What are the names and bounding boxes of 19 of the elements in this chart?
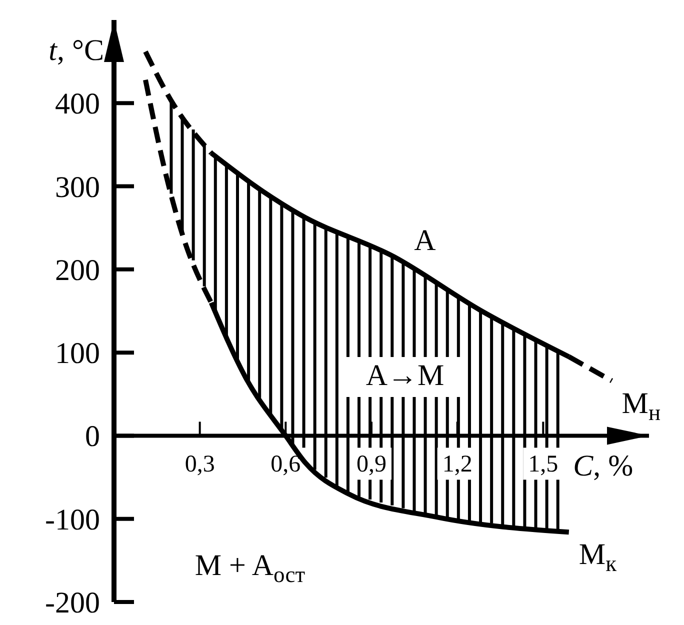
annotation: M + A$_{ост}$ [194,549,306,587]
y-tick-label: 100 [55,337,100,370]
y-tick-label: 300 [55,170,100,204]
x-tick-label: 0,3 [184,452,215,478]
y-tick-label: -200 [45,586,100,620]
series-label: M$_{к}$ [578,538,617,576]
annotation: A→M [366,359,444,392]
y-tick-label: 400 [55,88,100,121]
text: M$_{н}$ [622,386,661,425]
x-tick-label: 1,2 [442,452,472,478]
y-axis-title: t, °C [48,34,104,67]
y-tick-label: -100 [45,503,100,536]
annotation: A [414,224,436,257]
x-tick-label: 0,9 [356,452,386,478]
x-tick-label: 1,5 [528,452,558,478]
y-tick-label: 200 [55,254,100,287]
y-tick-label: 0 [85,420,100,454]
x-tick-label: 0,6 [270,452,301,478]
x-axis-title: C, % [573,450,634,483]
